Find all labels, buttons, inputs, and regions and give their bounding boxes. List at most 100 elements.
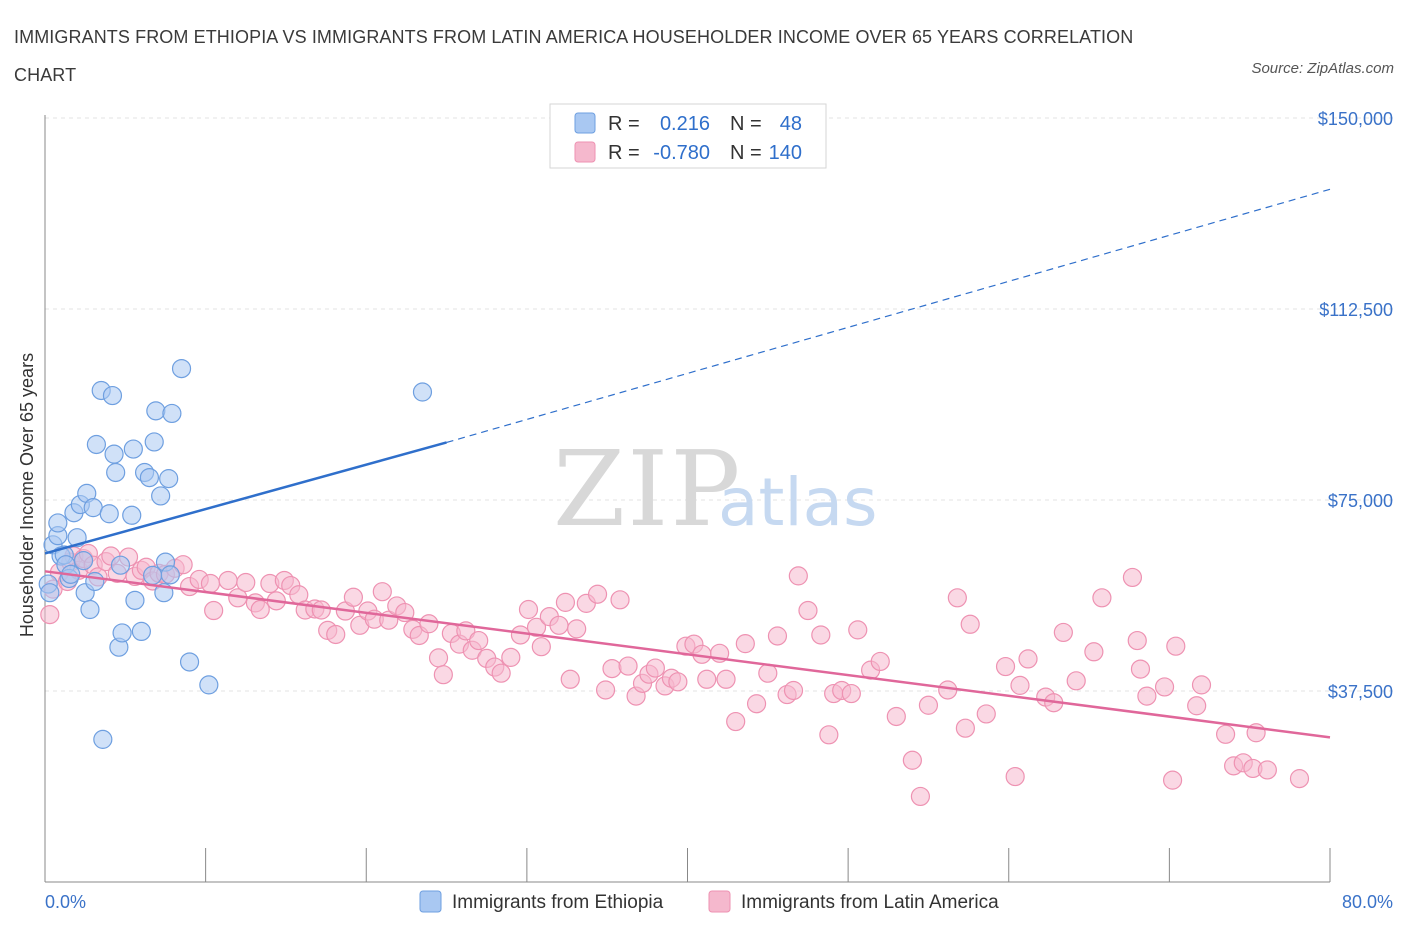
latin-america-point xyxy=(1137,686,1157,706)
latin-america-point xyxy=(668,672,688,692)
legend-n-label-1: N = xyxy=(730,113,762,135)
legend-r-value-2: -0.780 xyxy=(653,142,710,164)
latin-america-point xyxy=(995,656,1016,677)
legend-n-value-2: 140 xyxy=(769,142,802,164)
latin-america-point xyxy=(587,584,608,604)
ethiopia-point xyxy=(199,675,219,695)
ethiopia-point xyxy=(122,505,142,525)
x-tick-max: 80.0% xyxy=(1342,892,1393,912)
ethiopia-points xyxy=(38,358,433,749)
legend-r-label-2: R = xyxy=(608,142,640,164)
y-tick-labels: $150,000 $112,500 $75,000 $37,500 xyxy=(1318,109,1393,702)
ethiopia-point xyxy=(144,432,164,452)
latin-america-point xyxy=(595,680,616,700)
ethiopia-point xyxy=(102,385,123,406)
latin-swatch xyxy=(574,141,596,163)
ethiopia-point xyxy=(146,401,166,421)
latin-america-point xyxy=(1010,675,1030,695)
ethiopia-point xyxy=(99,504,119,524)
latin-america-point xyxy=(886,706,906,727)
ethiopia-point xyxy=(151,486,171,506)
latin-america-point xyxy=(819,725,839,745)
watermark-zip: ZIP xyxy=(553,428,742,550)
latin-america-point xyxy=(1122,567,1143,588)
latin-america-point xyxy=(326,624,346,645)
latin-america-point xyxy=(758,663,778,683)
ethiopia-point xyxy=(48,513,68,533)
ethiopia-point xyxy=(86,434,107,455)
legend-n-value-1: 48 xyxy=(780,113,802,135)
latin-america-points xyxy=(40,543,1310,807)
ethiopia-point xyxy=(73,551,94,571)
latin-america-point xyxy=(1289,769,1310,789)
stats-legend: R = 0.216 N = 48 R = -0.780 N = 140 xyxy=(549,103,827,169)
latin-america-point xyxy=(1066,671,1086,691)
latin-america-point xyxy=(555,592,576,612)
latin-america-point xyxy=(841,683,861,704)
latin-america-point xyxy=(947,588,967,608)
latin-america-point xyxy=(236,572,256,593)
latin-america-point xyxy=(526,617,547,637)
legend-r-label-1: R = xyxy=(608,113,640,135)
latin-america-point xyxy=(746,694,767,714)
latin-america-point xyxy=(697,669,717,689)
legend-n-label-2: N = xyxy=(730,142,762,164)
latin-america-point xyxy=(531,637,551,657)
latin-america-point xyxy=(1084,642,1104,662)
ethiopia-point xyxy=(40,583,60,603)
latin-america-point xyxy=(910,786,931,807)
ethiopia-point xyxy=(106,462,126,483)
latin-america-point xyxy=(848,620,868,640)
latin-america-point xyxy=(811,625,831,645)
latin-america-point xyxy=(870,651,890,672)
ethiopia-point xyxy=(131,621,151,642)
x-tick-marks xyxy=(44,848,1331,882)
latin-america-point xyxy=(510,625,531,645)
latin-america-point xyxy=(200,573,221,594)
latin-america-point xyxy=(783,680,804,701)
series-legend-ethiopia-label: Immigrants from Ethiopia xyxy=(452,892,664,913)
latin-america-point xyxy=(726,711,746,732)
latin-america-point xyxy=(902,750,922,770)
latin-america-trend-line xyxy=(44,570,1331,739)
latin-america-point xyxy=(1092,588,1112,608)
series-legend: Immigrants from Ethiopia Immigrants from… xyxy=(419,890,999,913)
ethiopia-point xyxy=(162,403,182,424)
latin-america-point xyxy=(1162,770,1183,790)
latin-america-point xyxy=(501,647,521,667)
source-credit: Source: ZipAtlas.com xyxy=(1251,60,1394,77)
ethiopia-point xyxy=(112,623,132,643)
latin-america-point xyxy=(518,599,539,620)
latin-america-point xyxy=(433,665,453,685)
ethiopia-point xyxy=(104,444,124,464)
ethiopia-point xyxy=(125,590,145,610)
latin-america-point xyxy=(204,600,224,621)
latin-america-point xyxy=(469,630,489,651)
latin-america-point xyxy=(602,658,622,679)
latin-america-point xyxy=(798,600,818,621)
latin-america-point xyxy=(218,570,238,591)
latin-america-point xyxy=(428,648,449,668)
latin-america-point xyxy=(735,634,755,654)
latin-america-point xyxy=(918,695,939,715)
ethiopia-trend-extension xyxy=(446,188,1331,444)
latin-america-point xyxy=(1005,766,1025,787)
latin-america-point xyxy=(549,615,569,635)
latin-america-point xyxy=(567,619,587,639)
ethiopia-point xyxy=(159,469,179,489)
ethiopia-point xyxy=(85,571,105,592)
chart-title: IMMIGRANTS FROM ETHIOPIA VS IMMIGRANTS F… xyxy=(14,27,1134,85)
series-legend-ethiopia-swatch xyxy=(419,890,442,913)
latin-america-point xyxy=(618,656,638,676)
latin-america-point xyxy=(1187,696,1207,716)
latin-america-point xyxy=(960,614,980,634)
ethiopia-point xyxy=(412,382,433,402)
latin-america-point xyxy=(1018,649,1038,669)
ethiopia-point xyxy=(179,652,200,672)
y-tick-label: $150,000 xyxy=(1318,109,1393,129)
latin-america-point xyxy=(610,590,630,610)
ethiopia-trend-line xyxy=(44,441,447,555)
latin-america-point xyxy=(955,718,975,738)
latin-america-point xyxy=(491,663,511,683)
